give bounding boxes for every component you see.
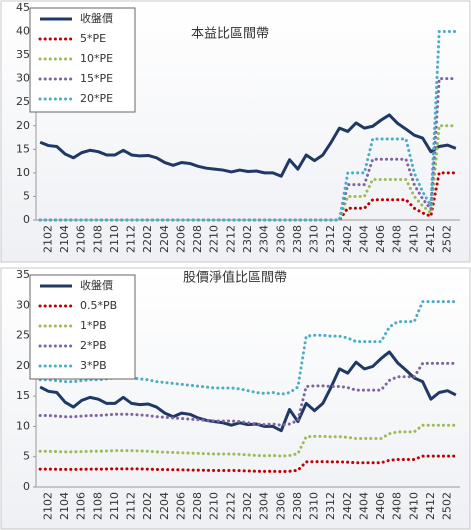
x-tick-label: 2210 (208, 225, 221, 253)
legend-label: 收盤價 (80, 278, 113, 292)
x-tick-label: 2306 (274, 492, 287, 520)
x-tick-label: 2404 (357, 492, 370, 520)
x-tick-label: 2206 (174, 225, 187, 253)
x-tick-label: 2304 (258, 225, 271, 253)
series-line (39, 113, 457, 178)
series-line (38, 361, 458, 427)
y-tick-label: 5 (23, 189, 30, 202)
x-tick-label: 2408 (391, 225, 404, 253)
y-tick-label: 0 (23, 213, 30, 226)
x-tick-label: 2104 (58, 225, 71, 253)
legend-label: 15*PE (80, 72, 113, 85)
x-tick-label: 2308 (291, 492, 304, 520)
x-tick-label: 2204 (158, 492, 171, 520)
x-tick-label: 2412 (424, 492, 437, 520)
x-tick-label: 2108 (91, 225, 104, 253)
x-tick-label: 2412 (424, 225, 437, 253)
x-tick-label: 2406 (374, 225, 387, 253)
legend-box (29, 274, 136, 380)
x-tick-label: 2310 (308, 225, 321, 253)
x-tick-label: 2110 (108, 225, 121, 253)
x-tick-label: 2308 (291, 225, 304, 253)
y-tick-label: 5 (23, 450, 30, 463)
y-tick-label: 25 (16, 95, 30, 108)
x-tick-label: 2106 (75, 225, 88, 253)
x-tick-label: 2502 (441, 225, 454, 253)
x-tick-label: 2402 (341, 225, 354, 253)
y-tick-label: 0 (23, 480, 30, 493)
x-tick-label: 2304 (258, 492, 271, 520)
x-tick-label: 2208 (191, 492, 204, 520)
x-tick-label: 2212 (224, 225, 237, 253)
x-tick-label: 2206 (174, 492, 187, 520)
x-tick-label: 2312 (324, 492, 337, 520)
legend-label: 5*PE (80, 32, 106, 45)
x-tick-label: 2108 (91, 492, 104, 520)
y-tick-label: 20 (16, 359, 30, 372)
x-tick-label: 2106 (75, 492, 88, 520)
x-tick-label: 2410 (407, 225, 420, 253)
y-tick-label: 15 (16, 142, 30, 155)
y-tick-label: 20 (16, 119, 30, 132)
y-tick-label: 30 (16, 298, 30, 311)
x-tick-label: 2212 (224, 492, 237, 520)
x-tick-label: 2112 (125, 225, 138, 253)
y-tick-label: 35 (16, 268, 30, 281)
x-tick-label: 2408 (391, 492, 404, 520)
series-line (39, 350, 457, 433)
series-line (38, 300, 458, 396)
y-tick-label: 25 (16, 329, 30, 342)
x-tick-label: 2302 (241, 492, 254, 520)
x-tick-label: 2102 (41, 225, 54, 253)
x-tick-label: 2502 (441, 492, 454, 520)
x-tick-label: 2112 (125, 492, 138, 520)
x-tick-label: 2404 (357, 225, 370, 253)
x-tick-label: 2202 (141, 492, 154, 520)
y-tick-label: 15 (16, 389, 30, 402)
x-tick-label: 2104 (58, 492, 71, 520)
legend-label: 1*PB (80, 319, 107, 332)
x-tick-label: 2306 (274, 225, 287, 253)
legend-label: 10*PE (80, 52, 113, 65)
x-tick-label: 2102 (41, 492, 54, 520)
chart-panel: 0 5 10 15 20 25 30 35 40 45 2102 2104 2106 2108 2110 21… (0, 0, 471, 263)
y-tick-label: 45 (16, 1, 30, 14)
legend-label: 0.5*PB (80, 299, 117, 312)
x-tick-label: 2402 (341, 492, 354, 520)
x-tick-label: 2202 (141, 225, 154, 253)
x-tick-label: 2310 (308, 492, 321, 520)
x-tick-label: 2406 (374, 492, 387, 520)
y-tick-label: 40 (16, 25, 30, 38)
x-tick-label: 2312 (324, 225, 337, 253)
y-tick-label: 30 (16, 72, 30, 85)
series-line (38, 454, 458, 474)
legend-label: 2*PB (80, 339, 107, 352)
x-tick-label: 2208 (191, 225, 204, 253)
y-tick-label: 10 (16, 419, 30, 432)
x-tick-label: 2204 (158, 225, 171, 253)
chart-title: 本益比區間帶 (191, 27, 269, 42)
legend-box (29, 7, 136, 113)
chart-title: 股價淨值比區間帶 (183, 270, 287, 286)
series-line (38, 423, 458, 458)
y-tick-label: 10 (16, 166, 30, 179)
y-tick-label: 35 (16, 48, 30, 61)
x-tick-label: 2410 (407, 492, 420, 520)
x-tick-label: 2210 (208, 492, 221, 520)
x-tick-label: 2110 (108, 492, 121, 520)
legend-label: 收盤價 (80, 11, 113, 25)
legend-label: 3*PB (80, 359, 107, 372)
x-tick-label: 2302 (241, 225, 254, 253)
series-line (38, 30, 458, 222)
legend-label: 20*PE (80, 92, 113, 105)
